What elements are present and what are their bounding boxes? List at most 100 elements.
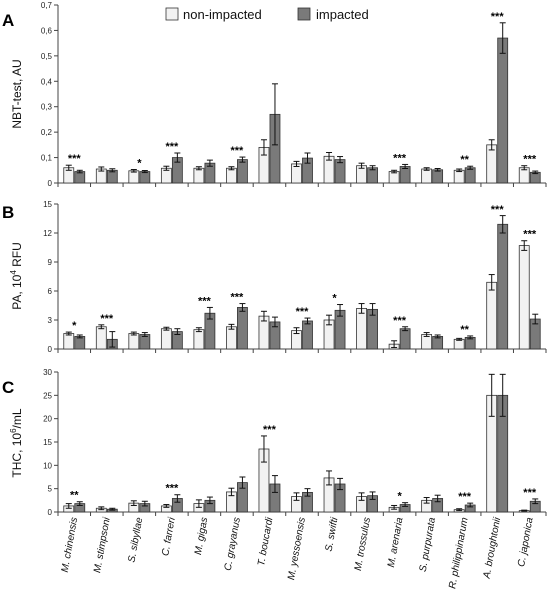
- bar-b-non-impacted: [128, 333, 140, 350]
- significance-label: ***: [198, 295, 212, 307]
- bar-a-non-impacted: [128, 170, 140, 184]
- bar-a-impacted: [237, 159, 248, 184]
- y-axis-label-b-sup: 4: [9, 270, 18, 275]
- bar-a-non-impacted: [226, 167, 237, 184]
- y-tick-label: 0: [48, 345, 53, 354]
- bar-a-non-impacted: [193, 167, 205, 184]
- panel-letter-c: C: [2, 378, 14, 397]
- bar-a-non-impacted: [486, 144, 498, 184]
- significance-label: ***: [393, 152, 407, 164]
- y-axis-label-c-tail: /mL: [10, 408, 24, 428]
- significance-label: ***: [263, 424, 277, 436]
- bar-a-impacted: [432, 169, 444, 184]
- significance-label: ***: [523, 154, 537, 166]
- y-axis-label-c: THC, 106/mL: [9, 408, 24, 477]
- category-label: S. sibyllae: [127, 516, 146, 563]
- bar-a-non-impacted: [421, 168, 433, 184]
- y-tick-label: 20: [43, 415, 52, 424]
- panel-letter-a: A: [2, 11, 14, 30]
- legend: non-impacted impacted: [165, 7, 369, 22]
- y-tick-label: 9: [48, 258, 53, 267]
- y-tick-label: 0: [48, 508, 53, 517]
- y-tick-label: 0,1: [41, 154, 53, 163]
- bar-a-impacted: [464, 167, 476, 184]
- significance-label: ***: [165, 483, 179, 495]
- y-axis-label-c-sup: 6: [9, 428, 18, 433]
- significance-label: *: [397, 491, 402, 503]
- y-tick-label: 0: [48, 179, 53, 188]
- bar-b-non-impacted: [160, 328, 172, 350]
- significance-label: **: [70, 490, 79, 502]
- y-tick-label: 5: [48, 485, 53, 494]
- bar-b-non-impacted: [63, 333, 75, 350]
- bar-b-non-impacted: [356, 307, 367, 350]
- y-axis-label-b-main: PA, 10: [10, 274, 24, 309]
- y-tick-label: 0,3: [41, 103, 53, 112]
- y-tick-label: 12: [43, 229, 52, 238]
- category-label: A. broughtonii: [481, 516, 503, 580]
- category-label: C. grayanus: [223, 517, 243, 572]
- category-labels: M. chinensis M. stimpsoni S. sibyllae C. fa…: [60, 516, 536, 590]
- category-label: C. japonica: [516, 516, 536, 568]
- y-tick-label: 3: [48, 316, 53, 325]
- bar-b-non-impacted: [95, 326, 107, 350]
- significance-label: ***: [165, 141, 179, 153]
- significance-label: ***: [231, 145, 245, 157]
- significance-label: ***: [523, 229, 537, 241]
- y-tick-label: 15: [43, 200, 52, 209]
- panel-a: A NBT-test, AU 00,10,20,30,40,50,60,7***…: [2, 1, 547, 188]
- y-tick-label: 25: [43, 391, 52, 400]
- significance-label: **: [460, 154, 469, 166]
- category-label: M. yessoensis: [286, 517, 308, 581]
- significance-label: ***: [100, 313, 114, 325]
- bar-b-impacted: [497, 223, 509, 350]
- bar-b-impacted: [399, 328, 411, 350]
- bar-b-impacted: [237, 307, 248, 350]
- significance-label: *: [72, 320, 77, 332]
- y-axis-label-c-main: THC, 10: [10, 433, 24, 478]
- significance-label: *: [332, 293, 337, 305]
- significance-label: ***: [458, 491, 472, 503]
- category-label: M. arenaria: [386, 516, 406, 568]
- category-label: M. stimpsoni: [92, 516, 113, 574]
- category-label: S. purpurata: [418, 516, 438, 573]
- y-tick-label: 15: [43, 438, 52, 447]
- significance-label: ***: [523, 487, 537, 499]
- legend-swatch-impacted: [297, 7, 311, 21]
- bar-a-impacted: [497, 37, 509, 184]
- y-axis-label-a: NBT-test, AU: [10, 59, 24, 128]
- category-label: M. trossulus: [353, 517, 373, 572]
- significance-label: ***: [491, 204, 505, 216]
- bar-a-non-impacted: [453, 169, 465, 184]
- significance-label: ***: [491, 11, 505, 23]
- category-label: M. chinensis: [60, 517, 80, 574]
- y-tick-label: 6: [48, 287, 53, 296]
- significance-label: **: [460, 324, 469, 336]
- legend-label-impacted: impacted: [316, 7, 369, 22]
- significance-label: ***: [231, 292, 245, 304]
- significance-label: *: [137, 158, 142, 170]
- y-tick-label: 0,6: [41, 26, 53, 35]
- significance-label: ***: [68, 153, 82, 165]
- legend-swatch-non-impacted: [165, 7, 179, 21]
- bar-a-impacted: [139, 171, 151, 184]
- y-tick-label: 0,4: [41, 77, 53, 86]
- bar-b-non-impacted: [518, 245, 530, 350]
- category-label: R. philippinarum: [447, 517, 470, 590]
- y-axis-label-b-tail: RFU: [10, 242, 24, 270]
- bar-b-non-impacted: [193, 329, 205, 350]
- category-label: C. farreri: [160, 516, 178, 557]
- y-axis-label-b: PA, 104 RFU: [9, 242, 24, 310]
- significance-label: ***: [393, 315, 407, 327]
- y-tick-label: 0,7: [41, 1, 53, 10]
- bar-b-non-impacted: [486, 281, 498, 350]
- y-tick-label: 0,5: [41, 52, 53, 61]
- bar-b-impacted: [302, 320, 313, 350]
- legend-label-non-impacted: non-impacted: [183, 7, 262, 22]
- bar-b-non-impacted: [226, 326, 237, 350]
- category-label: M. gigas: [193, 517, 210, 556]
- significance-label: ***: [296, 306, 310, 318]
